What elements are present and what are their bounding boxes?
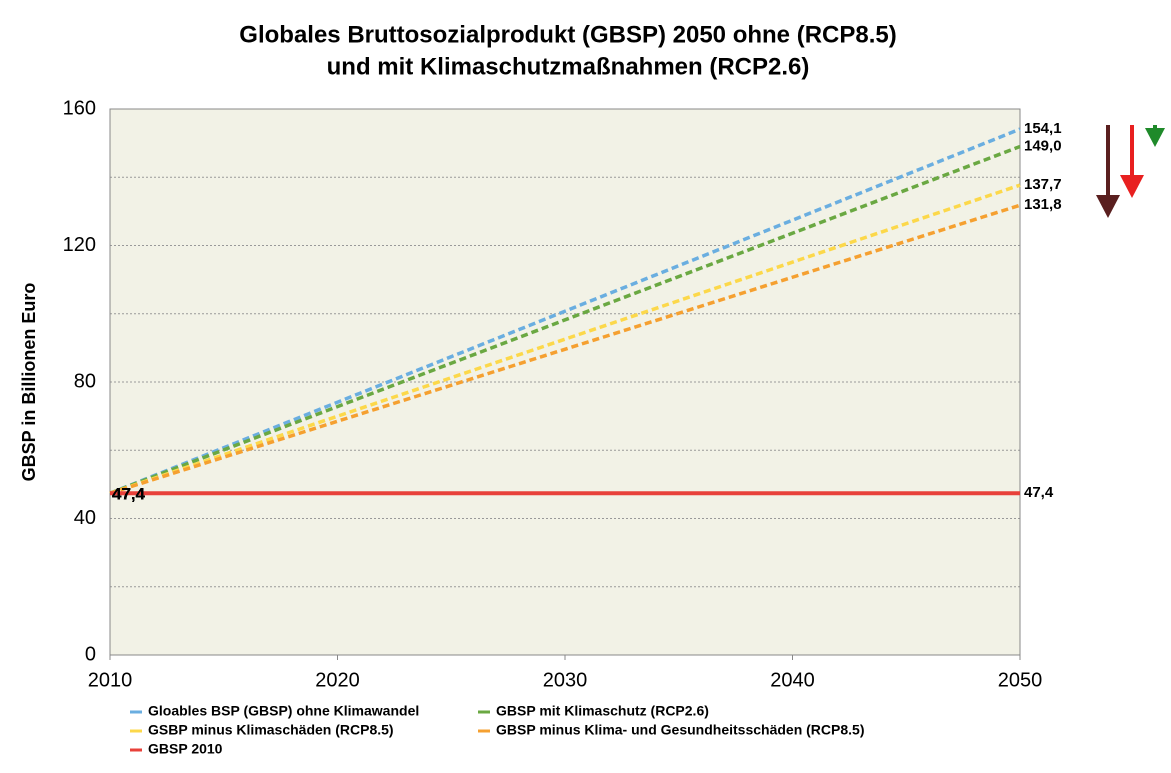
data-label: 149,0 — [1024, 138, 1062, 155]
x-tick-label: 2030 — [543, 669, 588, 691]
y-tick-label: 160 — [63, 97, 96, 119]
data-label: 137,7 — [1024, 176, 1062, 193]
y-axis-label: GBSP in Billionen Euro — [19, 283, 39, 482]
plot-area — [110, 109, 1020, 655]
series-line — [109, 127, 1021, 495]
data-label: 131,8 — [1024, 196, 1062, 213]
x-tick-label: 2040 — [770, 669, 815, 691]
legend-label: Gloables BSP (GBSP) ohne Klimawandel — [148, 703, 419, 719]
series-line — [109, 203, 1021, 495]
data-label: 154,1 — [1024, 120, 1062, 137]
y-tick-label: 40 — [74, 507, 96, 529]
chart-title: Globales Bruttosozialprodukt (GBSP) 2050… — [239, 21, 896, 48]
data-label: 47,4 — [112, 485, 146, 504]
chart-title: und mit Klimaschutzmaßnahmen (RCP2.6) — [327, 53, 810, 80]
y-tick-label: 120 — [63, 234, 96, 256]
y-tick-label: 0 — [85, 643, 96, 665]
legend-label: GSBP minus Klimaschäden (RCP8.5) — [148, 722, 394, 738]
data-label: 47,4 — [112, 485, 146, 504]
series-line — [109, 183, 1021, 495]
legend-label: GBSP mit Klimaschutz (RCP2.6) — [496, 703, 709, 719]
legend-label: GBSP minus Klima- und Gesundheitsschäden… — [496, 722, 864, 738]
data-label: 47,4 — [112, 485, 146, 504]
data-label: 47,4 — [1024, 484, 1054, 501]
data-label: 47,4 — [112, 485, 146, 504]
series-line — [109, 144, 1021, 495]
legend-label: GBSP 2010 — [148, 741, 223, 757]
data-label: 47,4 — [112, 485, 146, 504]
x-tick-label: 2020 — [315, 669, 360, 691]
arrows — [1096, 125, 1165, 218]
x-tick-label: 2050 — [998, 669, 1043, 691]
x-tick-label: 2010 — [88, 669, 133, 691]
plot-border — [109, 108, 1021, 656]
y-tick-label: 80 — [74, 370, 96, 392]
